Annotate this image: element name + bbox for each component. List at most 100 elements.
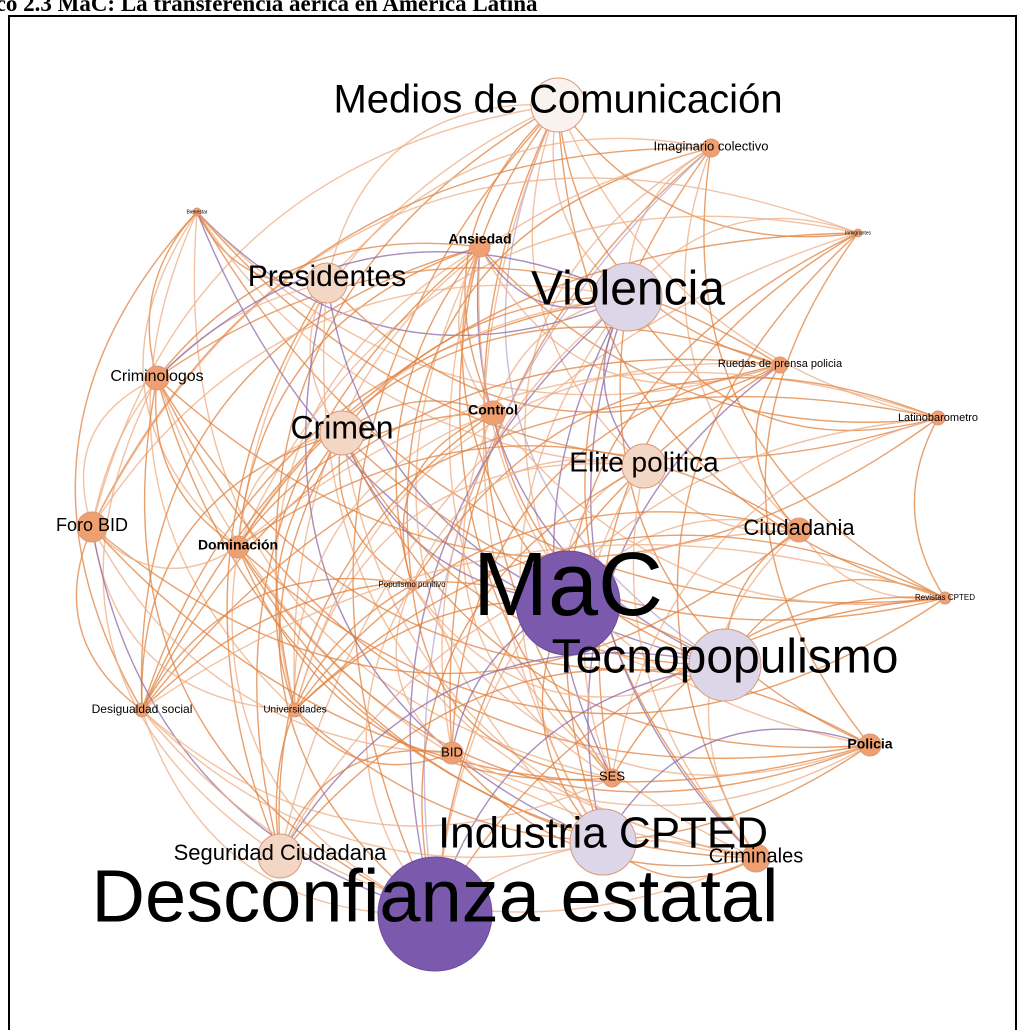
edge: [415, 246, 604, 843]
edge: [409, 296, 629, 915]
edge: [519, 296, 629, 843]
figure-title: Gráfico 2.3 MaC: La transferencia aérica…: [0, 0, 538, 16]
edge: [148, 211, 198, 379]
edge: [557, 104, 859, 238]
edge: [395, 584, 453, 754]
edge: [627, 296, 939, 432]
node: [786, 517, 812, 543]
edge: [584, 147, 757, 859]
edge: [75, 526, 143, 711]
edge: [237, 326, 781, 548]
node: [602, 768, 622, 788]
edge: [602, 728, 871, 843]
edge: [434, 664, 726, 915]
edge: [91, 526, 800, 675]
node: [621, 443, 667, 489]
edge: [294, 709, 453, 766]
edge: [141, 580, 569, 711]
node: [306, 262, 348, 304]
edge: [279, 529, 800, 857]
node: [853, 228, 863, 238]
node-label: Control: [468, 402, 518, 418]
edge: [461, 104, 569, 604]
edge: [683, 147, 800, 531]
edge: [565, 232, 859, 843]
edge: [196, 211, 781, 396]
node-label: Revistas CPTED: [915, 593, 975, 602]
edge: [156, 377, 871, 760]
edge: [703, 147, 946, 599]
frame: [8, 15, 1017, 1030]
edge: [196, 211, 726, 666]
edge: [279, 232, 859, 857]
edge: [237, 296, 629, 548]
node-label: Ansiedad: [448, 231, 511, 247]
edge: [156, 242, 481, 379]
edge: [237, 546, 757, 859]
edge: [479, 246, 939, 423]
edge: [196, 211, 939, 460]
node-label: Inmigrantes: [845, 230, 872, 236]
node: [226, 535, 250, 559]
edge: [91, 526, 239, 570]
node: [192, 207, 202, 217]
node: [930, 410, 946, 426]
edge: [352, 104, 559, 915]
node-label: Policia: [847, 736, 892, 752]
edge: [279, 749, 453, 857]
edge: [338, 432, 413, 586]
edge: [587, 364, 781, 843]
node-label: Medios de Comunicación: [333, 78, 782, 122]
node: [569, 808, 637, 876]
node-label: Criminales: [709, 845, 803, 867]
edge: [141, 432, 343, 711]
node-label: Seguridad Ciudadana: [174, 840, 388, 865]
node: [319, 410, 365, 456]
edge: [676, 232, 859, 859]
edge: [279, 669, 871, 857]
edge: [326, 137, 712, 284]
edge: [913, 417, 946, 599]
edge: [294, 362, 781, 711]
node-label: Criminologos: [110, 368, 203, 385]
node-label: SES: [599, 768, 625, 783]
edge: [279, 652, 726, 857]
edge: [326, 282, 781, 413]
node: [593, 262, 663, 332]
edge: [293, 147, 712, 711]
node: [938, 591, 952, 605]
edge: [141, 395, 939, 711]
edge: [411, 584, 871, 776]
edge: [524, 147, 712, 604]
edge: [237, 432, 343, 548]
edge: [483, 104, 613, 779]
edge: [553, 296, 629, 779]
node: [287, 702, 303, 718]
node-label: Desconfianza estatal: [92, 855, 779, 938]
edge: [434, 597, 946, 915]
node: [406, 579, 418, 591]
node-label: Ciudadania: [743, 515, 855, 540]
edge: [278, 412, 494, 857]
edge: [293, 412, 494, 711]
node-label: Imaginario colectivo: [654, 138, 769, 153]
node-label: Ruedas de prensa policia: [718, 358, 843, 370]
node-label: Foro BID: [56, 515, 128, 535]
edge: [341, 432, 726, 666]
edge: [451, 744, 871, 807]
node-label: Presidentes: [248, 260, 406, 293]
edge: [141, 709, 613, 827]
edge: [141, 577, 413, 711]
edge: [619, 296, 871, 746]
nodes: [76, 77, 952, 972]
edge: [341, 432, 757, 859]
node: [771, 356, 789, 374]
edge: [611, 596, 946, 779]
edge: [91, 177, 859, 528]
edge: [91, 526, 436, 915]
edge: [237, 246, 481, 548]
node-label: MaC: [473, 535, 663, 635]
node-label: Industria CPTED: [438, 809, 768, 858]
node-label: Populismo punitivo: [378, 580, 446, 589]
node-label: Desigualdad social: [92, 702, 193, 716]
